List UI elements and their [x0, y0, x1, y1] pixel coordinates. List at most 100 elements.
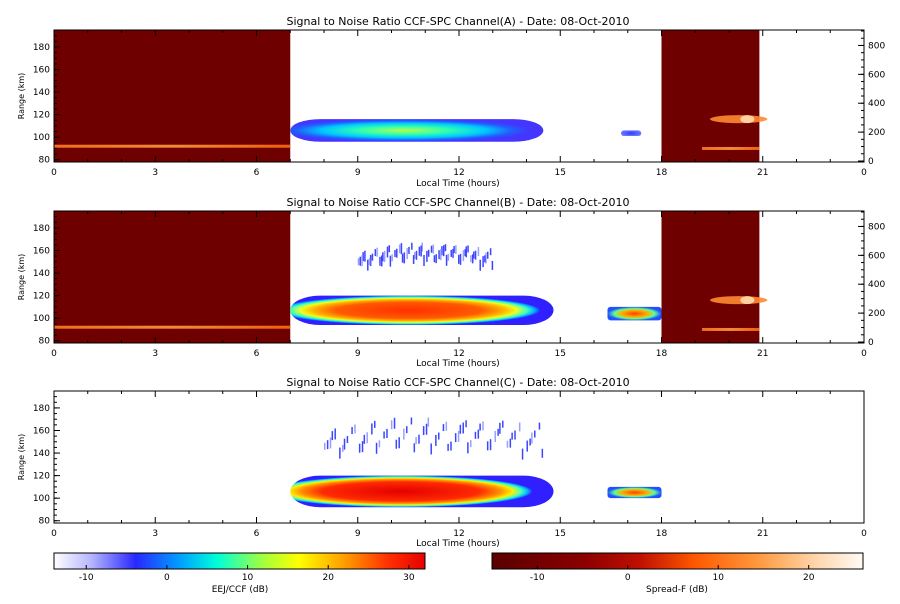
irregularity-mark [445, 421, 448, 431]
irregularity-mark [395, 439, 398, 449]
irregularity-mark [465, 246, 468, 258]
irregularity-mark [482, 256, 484, 268]
irregularity-mark [371, 253, 374, 261]
irregularity-mark [482, 421, 484, 431]
irregularity-mark [388, 245, 391, 253]
irregularity-mark [462, 250, 465, 262]
irregularity-mark [462, 422, 464, 434]
irregularity-mark [374, 249, 377, 257]
irregularity-mark [499, 422, 501, 434]
irregularity-mark [435, 434, 437, 446]
panel-channel-c: Signal to Noise Ratio CCF-SPC Channel(C)… [17, 376, 867, 549]
irregularity-mark [406, 248, 408, 260]
irregularity-mark [506, 440, 509, 448]
panel-title: Signal to Noise Ratio CCF-SPC Channel(C)… [286, 376, 629, 389]
irregularity-mark [427, 417, 430, 427]
y2-tick-label: 600 [868, 70, 885, 80]
irregularity-mark [386, 428, 388, 438]
y2-tick-label: 200 [868, 128, 885, 138]
x-tick-label: 0 [51, 529, 57, 539]
irregularity-mark [422, 426, 425, 436]
irregularity-mark [403, 252, 406, 264]
echo-region [621, 130, 642, 137]
y-tick-label: 80 [39, 337, 51, 347]
x-tick-label: 15 [555, 349, 566, 359]
irregularity-mark [477, 429, 480, 439]
irregularity-mark [358, 443, 361, 453]
x-tick-label: 9 [355, 529, 361, 539]
data-layer [54, 211, 768, 343]
irregularity-mark [491, 260, 494, 270]
irregularity-mark [375, 442, 378, 454]
y2-tick-label: 0 [868, 338, 874, 348]
irregularity-mark [521, 448, 524, 460]
irregularity-mark [426, 250, 428, 262]
y2-tick-label: 800 [868, 41, 885, 51]
x-tick-label: 18 [656, 168, 668, 178]
spreadf-trace-peak [740, 115, 755, 124]
spreadf-trace-peak [740, 296, 755, 305]
irregularity-mark [376, 247, 378, 257]
irregularity-mark [401, 253, 404, 263]
irregularity-mark [403, 428, 405, 440]
x-axis-label: Local Time (hours) [416, 539, 499, 549]
irregularity-mark [447, 253, 450, 261]
irregularity-mark [453, 246, 455, 254]
spreadf-block [661, 211, 760, 343]
irregularity-mark [518, 422, 521, 432]
irregularity-mark [457, 430, 460, 442]
irregularity-mark [489, 248, 492, 256]
colorbar-label: EEJ/CCF (dB) [212, 585, 269, 595]
irregularity-mark [474, 250, 477, 260]
panel-title: Signal to Noise Ratio CCF-SPC Channel(B)… [286, 196, 629, 209]
irregularity-mark [514, 430, 516, 440]
y-tick-label: 180 [33, 224, 50, 234]
irregularity-mark [383, 250, 386, 262]
y2-tick-label: 0 [868, 157, 874, 167]
irregularity-mark [541, 448, 544, 458]
irregularity-mark [442, 424, 445, 432]
x-tick-label: 15 [555, 168, 566, 178]
x-tick-label: 3 [152, 529, 158, 539]
irregularity-mark [442, 245, 445, 257]
irregularity-mark [418, 434, 420, 444]
irregularity-mark [413, 443, 416, 453]
colorbar-gradient [491, 552, 864, 570]
irregularity-mark [351, 427, 353, 435]
y2-tick-label: 400 [868, 280, 885, 290]
y-tick-label: 120 [33, 111, 50, 121]
colorbar-ticks: -10 0 10 20 [530, 565, 815, 583]
irregularity-mark [479, 259, 481, 271]
y-tick-label: 160 [33, 65, 50, 75]
irregularity-mark [371, 423, 373, 435]
irregularity-mark [390, 420, 393, 430]
panel-title: Signal to Noise Ratio CCF-SPC Channel(A)… [286, 15, 629, 28]
irregularity-mark [382, 252, 384, 262]
irregularity-mark [467, 245, 469, 253]
y2-tick-label: 400 [868, 99, 885, 109]
colorbar-gradient [53, 552, 426, 570]
irregularity-mark [357, 258, 360, 266]
y-tick-label: 100 [33, 494, 50, 504]
y-tick-label: 160 [33, 426, 50, 436]
echo-region [290, 295, 554, 325]
irregularity-mark [423, 254, 425, 266]
y-tick-label: 80 [39, 156, 51, 166]
irregularity-mark [447, 443, 449, 451]
irregularity-mark [467, 442, 469, 454]
y-tick-label: 120 [33, 472, 50, 482]
irregularity-mark [366, 432, 368, 444]
colorbar-tick-label: 20 [803, 573, 815, 583]
irregularity-mark [464, 249, 466, 257]
irregularity-mark [359, 256, 362, 266]
y-axis-label: Range (km) [17, 434, 26, 481]
irregularity-mark [485, 252, 487, 264]
colorbar-ticks: -10 0 10 20 30 [79, 565, 415, 583]
y-tick-label: 100 [33, 314, 50, 324]
irregularity-mark [465, 420, 467, 428]
colorbar-spreadf: -10 0 10 20 Spread-F (dB) [491, 552, 864, 595]
spreadf-trace [54, 144, 291, 148]
